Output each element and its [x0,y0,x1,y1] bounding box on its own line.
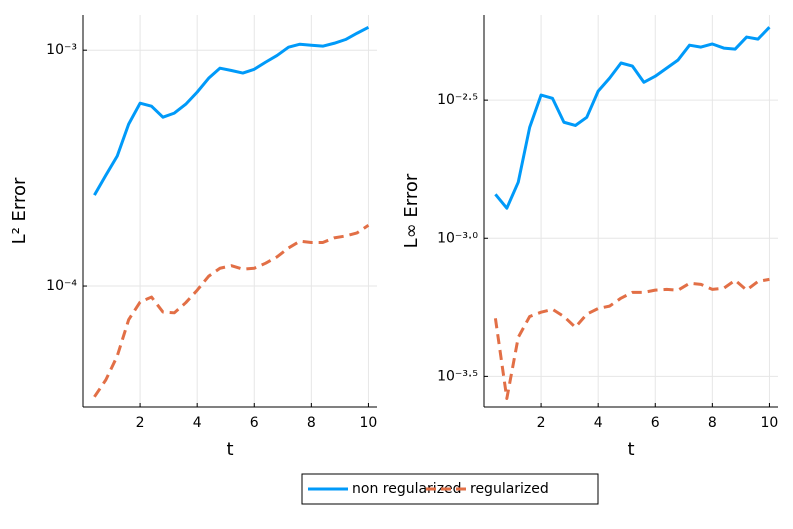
x-tick-label: 10 [761,415,779,431]
series-line [93,26,370,196]
y-tick-label: 10⁻³·⁰ [437,230,478,246]
y-axis-label: L∞ Error [401,173,422,248]
y-axis-label: L² Error [9,177,30,244]
x-tick-label: 10 [360,415,378,431]
y-tick-label: 10⁻³·⁵ [437,368,478,384]
x-tick-label: 4 [594,415,603,431]
x-tick-label: 8 [708,415,717,431]
series-line [494,26,771,210]
x-tick-label: 4 [193,415,202,431]
legend-label: regularized [470,481,549,497]
legend-label: non regularized [352,481,462,497]
x-tick-label: 6 [250,415,259,431]
x-axis-label: t [226,439,233,460]
y-tick-label: 10⁻²·⁵ [437,92,478,108]
x-tick-label: 2 [136,415,145,431]
x-tick-label: 2 [537,415,546,431]
x-tick-label: 6 [651,415,660,431]
series-line [493,277,770,400]
y-tick-label: 10⁻³ [46,42,77,58]
x-tick-label: 8 [307,415,316,431]
y-tick-label: 10⁻⁴ [46,278,77,294]
series-line [93,224,370,398]
x-axis-label: t [627,439,634,460]
